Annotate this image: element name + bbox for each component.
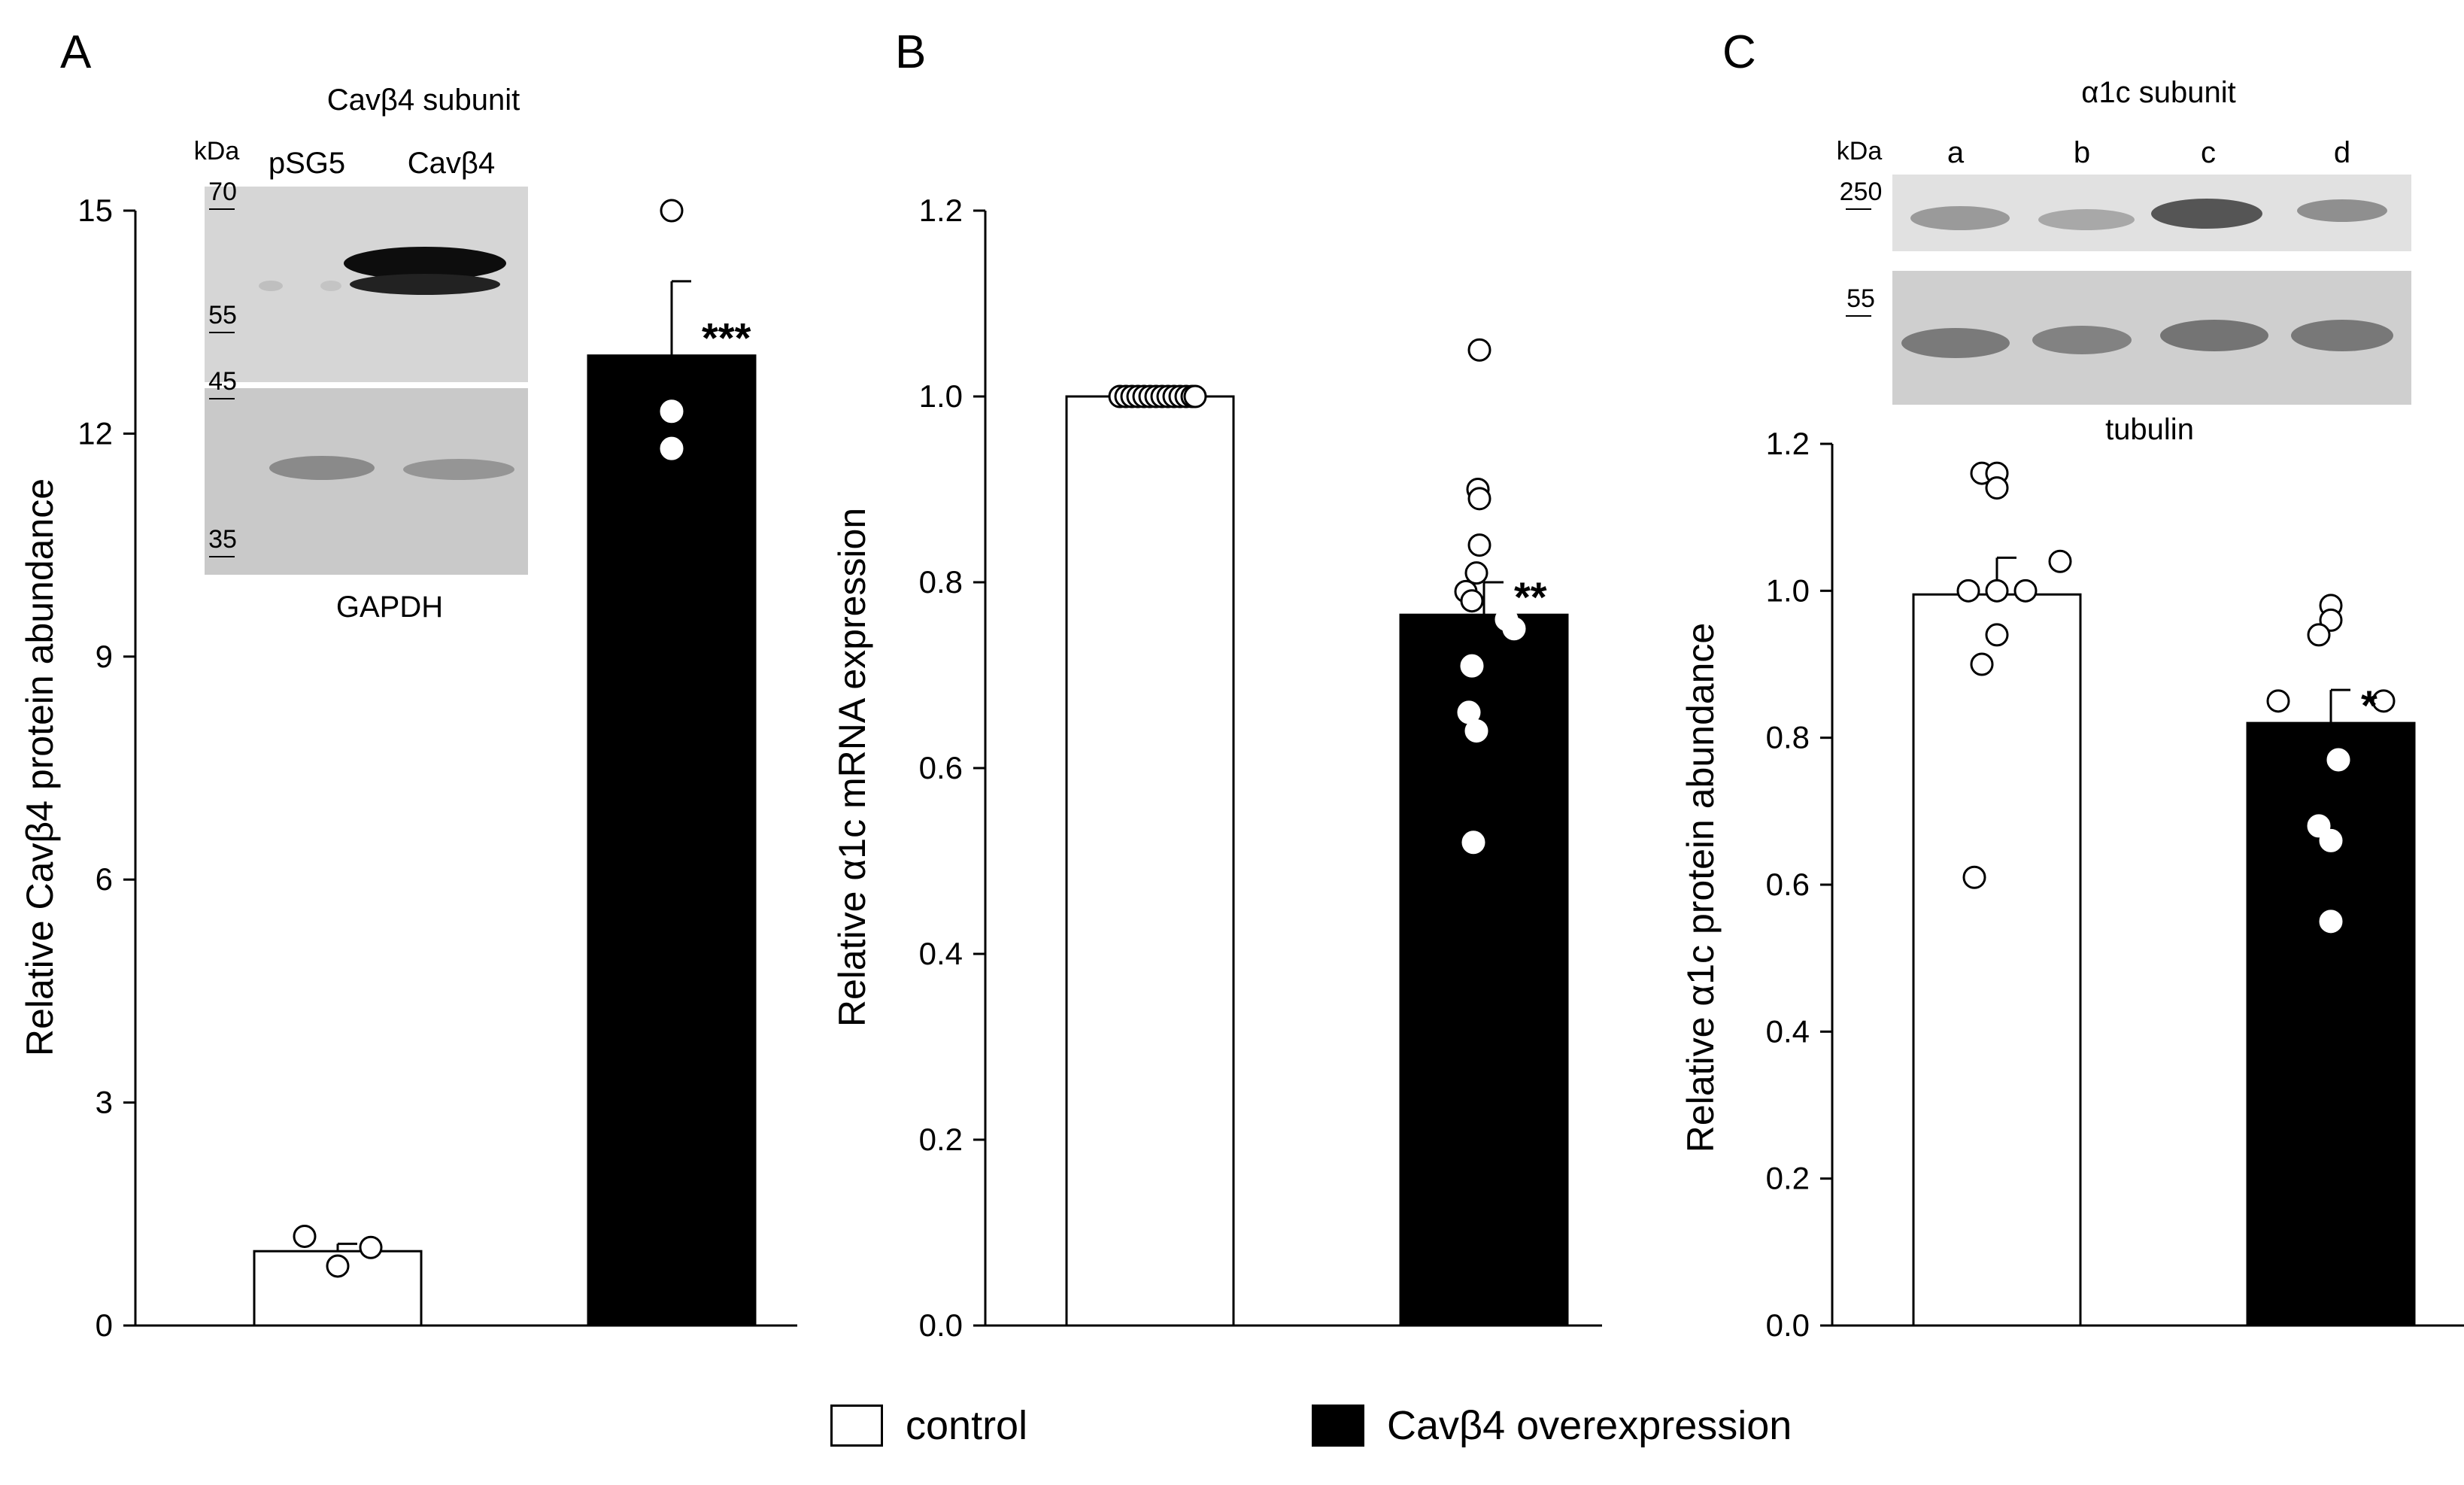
blot-a-marker-label: 55 — [208, 301, 237, 329]
significance-marker-b: ** — [1514, 573, 1547, 621]
y-tick-label: 1.0 — [1766, 572, 1810, 608]
data-point — [2048, 549, 2072, 573]
data-point — [1464, 561, 1488, 585]
y-tick-label: 0.4 — [919, 936, 963, 971]
y-tick-label: 0.0 — [1766, 1307, 1810, 1343]
blot-a-lane-label: Cavβ4 — [408, 147, 495, 180]
legend-label-overexpression: Cavβ4 overexpression — [1387, 1403, 1792, 1448]
bar-control-b — [1065, 395, 1235, 1327]
blot-c-image — [1892, 175, 2411, 405]
y-tick-label: 1.0 — [919, 378, 963, 414]
blot-c-lane-label: a — [1947, 136, 1965, 169]
data-point — [326, 1254, 350, 1278]
blot-a-marker-label: 35 — [208, 525, 237, 554]
legend-item-overexpression: Cavβ4 overexpression — [1312, 1399, 1792, 1452]
data-point — [660, 436, 684, 460]
data-point — [1985, 623, 2009, 647]
blot-c-kda-label: kDa — [1837, 137, 1883, 166]
blot-c-lane-label: b — [2074, 136, 2090, 169]
blot-c-loading-label: tubulin — [2105, 413, 2194, 446]
y-tick-label: 9 — [96, 639, 113, 674]
blot-a-image — [203, 187, 530, 575]
blot-a-loading-label: GAPDH — [336, 591, 443, 624]
blot-a-kda-label: kDa — [194, 137, 240, 166]
data-point — [1461, 831, 1485, 855]
data-point — [2326, 748, 2350, 772]
bar-control-a — [253, 1250, 423, 1327]
data-point — [293, 1224, 317, 1248]
blot-c-marker-label: 55 — [1846, 284, 1875, 313]
bar-overexpression-a — [587, 354, 757, 1327]
y-tick-label: 0.2 — [1766, 1161, 1810, 1196]
data-point — [1467, 533, 1491, 557]
y-tick-label: 0.6 — [1766, 867, 1810, 902]
data-point — [2371, 689, 2396, 713]
panel-label-b: B — [895, 26, 926, 78]
y-tick-label: 0 — [96, 1307, 113, 1343]
y-tick-label: 12 — [77, 415, 113, 451]
y-tick-label: 0.4 — [1766, 1013, 1810, 1049]
data-point — [1956, 579, 1980, 603]
data-point — [1460, 589, 1484, 613]
significance-marker-a: *** — [702, 314, 751, 362]
data-point — [2013, 579, 2038, 603]
y-tick-label: 0.6 — [919, 750, 963, 785]
bar-overexpression-c — [2246, 721, 2416, 1327]
y-tick-label: 0.2 — [919, 1122, 963, 1157]
data-point — [660, 199, 684, 223]
data-point — [1464, 719, 1488, 743]
panel-label-c: C — [1722, 26, 1756, 78]
legend-label-control: control — [906, 1403, 1028, 1448]
y-tick-label: 3 — [96, 1085, 113, 1120]
y-tick-label: 15 — [77, 193, 113, 228]
data-point — [1970, 652, 1994, 676]
data-point — [1985, 579, 2009, 603]
y-axis-label-c: Relative α1c protein abundance — [1680, 623, 1722, 1152]
blot-c-lane-label: c — [2201, 136, 2216, 169]
data-point — [660, 399, 684, 424]
data-point — [2307, 623, 2331, 647]
data-point — [1962, 865, 1986, 889]
y-tick-label: 1.2 — [919, 193, 963, 228]
data-point — [359, 1235, 383, 1259]
data-point — [1467, 338, 1491, 362]
y-tick-label: 0.8 — [919, 564, 963, 600]
blot-a-marker-label: 45 — [208, 367, 237, 396]
legend-item-control: control — [830, 1399, 1027, 1452]
y-tick-label: 1.2 — [1766, 426, 1810, 461]
blot-a-title: Cavβ4 subunit — [327, 84, 520, 117]
blot-c-lane-label: d — [2334, 136, 2350, 169]
legend-swatch-control — [830, 1405, 883, 1447]
data-point — [2319, 828, 2343, 852]
legend-swatch-overexpression — [1312, 1405, 1364, 1447]
panel-label-a: A — [60, 26, 92, 78]
blot-c-marker-label: 250 — [1840, 178, 1883, 206]
blot-a-marker-label: 70 — [208, 178, 237, 206]
y-tick-label: 0.8 — [1766, 720, 1810, 755]
data-point — [1460, 654, 1484, 678]
y-tick-label: 0.0 — [919, 1307, 963, 1343]
y-axis-label-a: Relative Cavβ4 protein abundance — [19, 478, 61, 1056]
data-point — [2319, 910, 2343, 934]
data-point — [1467, 487, 1491, 511]
data-point — [2266, 689, 2290, 713]
data-point — [1502, 617, 1526, 641]
data-point — [1183, 384, 1207, 408]
y-tick-label: 6 — [96, 861, 113, 897]
significance-marker-c: * — [2361, 682, 2378, 729]
bar-overexpression-b — [1399, 613, 1569, 1327]
legend: control Cavβ4 overexpression — [0, 1399, 2464, 1474]
data-point — [1985, 476, 2009, 500]
blot-c-title: α1c subunit — [2081, 76, 2235, 109]
bar-control-c — [1912, 593, 2082, 1327]
blot-a-lane-label: pSG5 — [269, 147, 345, 180]
y-axis-label-b: Relative α1c mRNA expression — [831, 508, 873, 1027]
